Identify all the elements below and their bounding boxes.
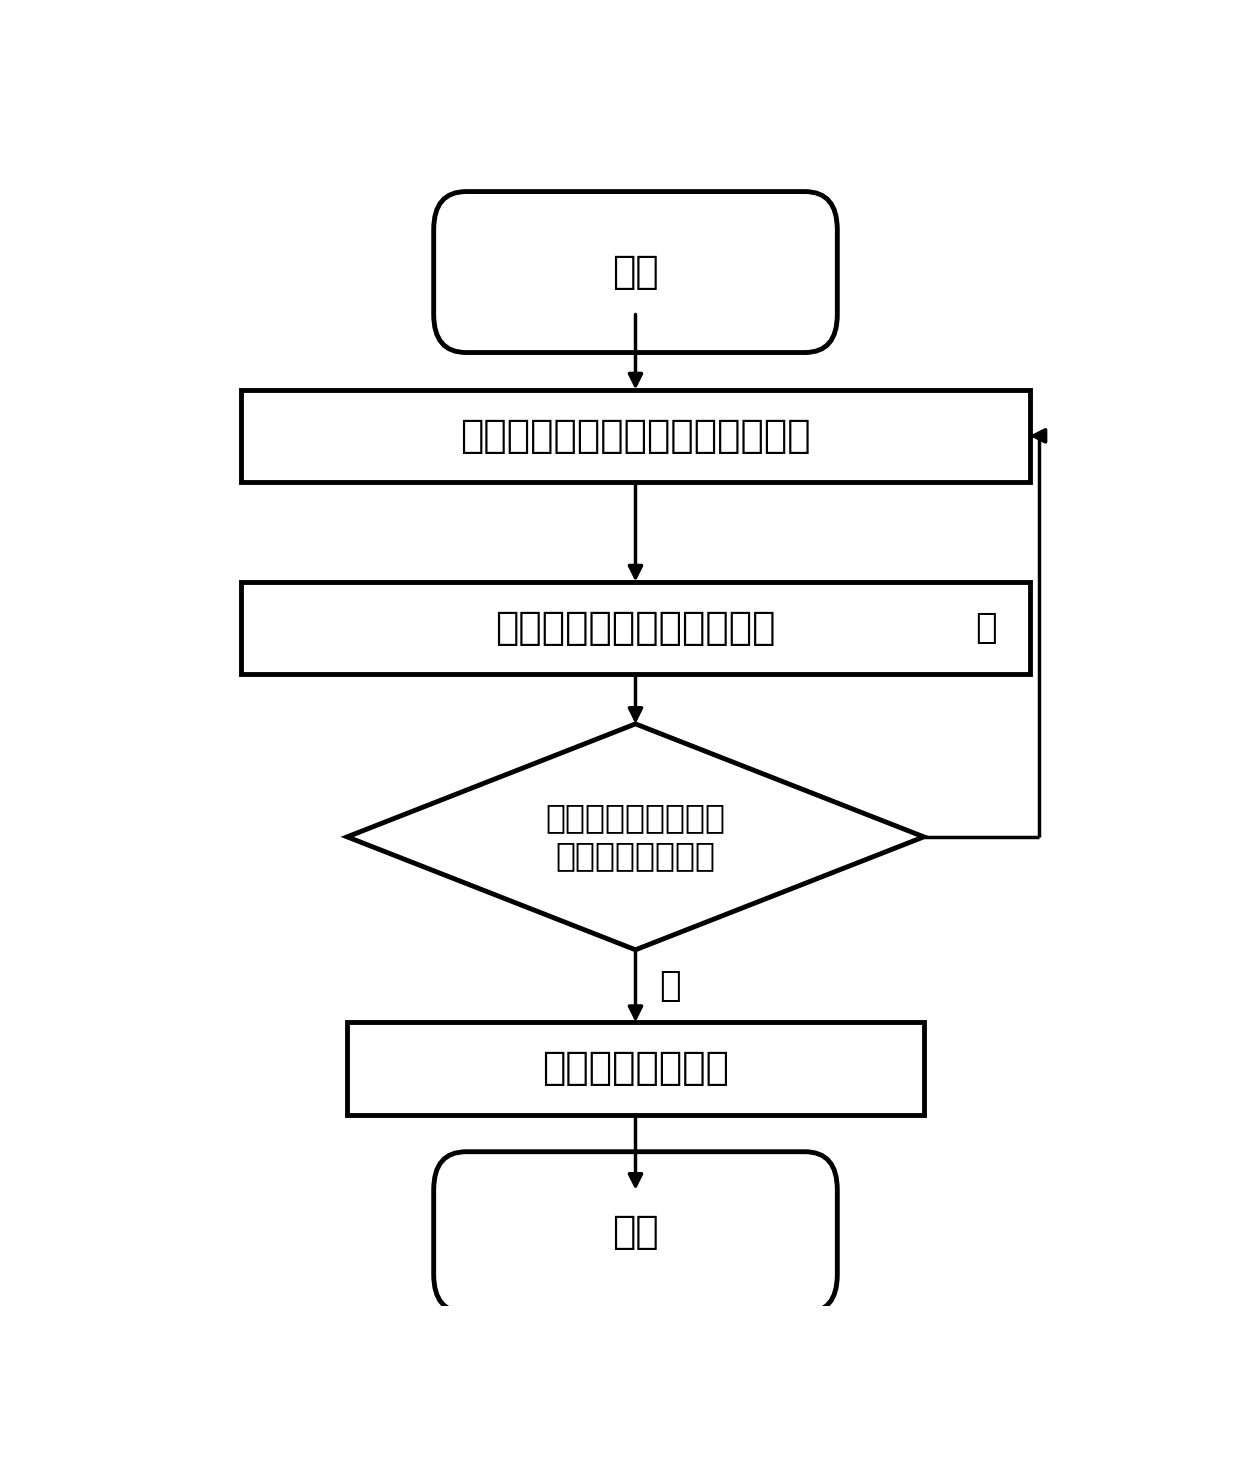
Text: 手机与可穿戴设备配对并传输数据: 手机与可穿戴设备配对并传输数据 — [460, 417, 811, 455]
FancyBboxPatch shape — [434, 192, 837, 352]
Text: 脉象数据筛选确认: 脉象数据筛选确认 — [542, 1049, 729, 1087]
Text: 脉象与标准库进行模板匹配: 脉象与标准库进行模板匹配 — [495, 609, 776, 647]
Bar — [242, 581, 1029, 675]
Bar — [347, 1022, 924, 1115]
Text: 开始: 开始 — [613, 252, 658, 290]
Text: 否: 否 — [976, 610, 997, 645]
Text: 结束: 结束 — [613, 1213, 658, 1251]
Bar — [242, 390, 1029, 483]
Text: 判断对比结果是否在
设定的误差范围内: 判断对比结果是否在 设定的误差范围内 — [546, 801, 725, 873]
FancyBboxPatch shape — [434, 1152, 837, 1313]
Polygon shape — [347, 723, 924, 949]
Text: 是: 是 — [660, 970, 681, 1003]
